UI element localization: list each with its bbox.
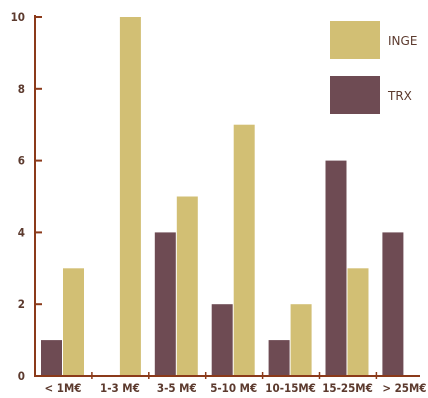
bar-inge-4 [233,124,255,376]
x-tick-label-15-25m: 15-25M€ [322,381,373,395]
bar-inge-1 [63,268,84,376]
bar-inge-6 [347,268,369,376]
y-tick-label-10: 10 [11,10,25,24]
x-tick-label-5-10-m: 5-10 M€ [210,381,257,395]
bar-trx-6 [325,160,347,376]
bars-layer [41,17,404,376]
bar-trx-1 [41,340,62,376]
axes-layer: 0 2 4 6 8 10 < 1M€ 1-3 M€ 3-5 M€ 5-10 M€ 10-15M€ 15… [11,10,427,395]
bar-trx-4 [211,304,233,376]
y-tick-label-2: 2 [18,297,25,311]
legend: INGE TRX [330,21,417,114]
y-tick-label-0: 0 [18,369,25,383]
bar-inge-2 [119,17,141,376]
legend-swatch-trx [330,76,380,114]
bar-trx-5 [268,340,290,376]
x-tick-label-3-5-m: 3-5 M€ [157,381,197,395]
x-tick-label-1m: < 1M€ [45,381,82,395]
bar-inge-3 [176,196,198,376]
bar-inge-5 [290,304,312,376]
y-tick-label-4: 4 [18,225,25,239]
legend-swatch-inge [330,21,380,59]
x-tick-label-1-3-m: 1-3 M€ [100,381,140,395]
bar-trx-3 [154,232,176,376]
y-tick-label-6: 6 [18,154,25,168]
x-tick-label-10-15m: 10-15M€ [265,381,316,395]
x-tick-label-25m: > 25M€ [382,381,426,395]
legend-label-inge: INGE [388,34,417,48]
y-tick-label-8: 8 [18,82,25,96]
legend-label-trx: TRX [387,89,412,103]
bar-trx-7 [382,232,404,376]
